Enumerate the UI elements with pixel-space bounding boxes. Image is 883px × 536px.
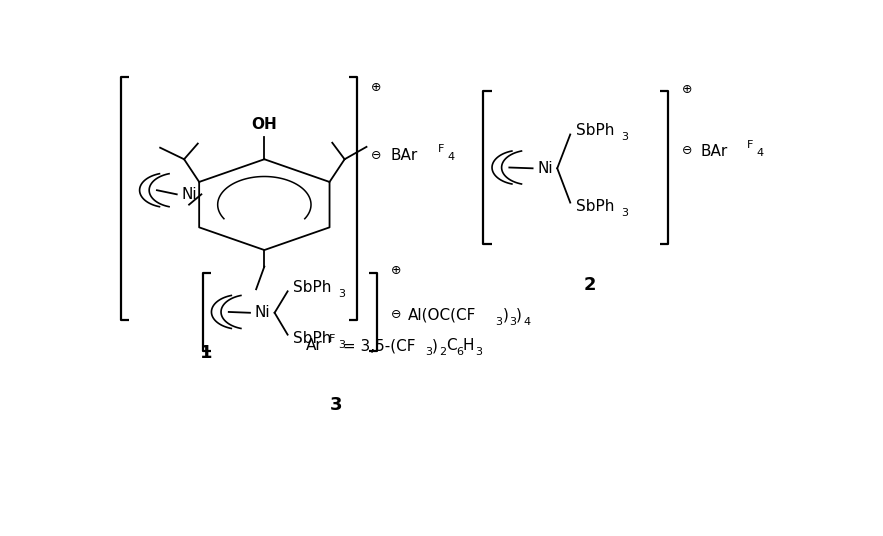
Text: BAr: BAr xyxy=(391,148,419,163)
Text: 3: 3 xyxy=(475,347,482,358)
Text: Ni: Ni xyxy=(537,161,553,176)
Text: 3: 3 xyxy=(509,317,517,327)
Text: 3: 3 xyxy=(338,340,345,351)
Text: 2: 2 xyxy=(583,276,596,294)
Text: 3: 3 xyxy=(621,132,628,142)
Text: 4: 4 xyxy=(523,317,530,327)
Text: ): ) xyxy=(517,308,522,323)
Text: ): ) xyxy=(502,308,509,323)
Text: F: F xyxy=(328,334,335,344)
Text: Ni: Ni xyxy=(181,187,197,202)
Text: Ar: Ar xyxy=(306,338,322,353)
Text: 3: 3 xyxy=(621,209,628,218)
Text: ⊕: ⊕ xyxy=(682,83,692,95)
Text: SbPh: SbPh xyxy=(293,280,331,295)
Text: = 3,5-(CF: = 3,5-(CF xyxy=(338,338,416,353)
Text: ): ) xyxy=(432,338,438,353)
Text: ⊖: ⊖ xyxy=(682,145,692,158)
Text: 3: 3 xyxy=(330,396,343,414)
Text: Ni: Ni xyxy=(254,306,270,321)
Text: 3: 3 xyxy=(338,289,345,299)
Text: ⊖: ⊖ xyxy=(371,148,381,162)
Text: F: F xyxy=(747,140,753,150)
Text: OH: OH xyxy=(252,117,277,132)
Text: H: H xyxy=(463,338,474,353)
Text: 4: 4 xyxy=(757,147,764,158)
Text: SbPh: SbPh xyxy=(576,123,614,138)
Text: SbPh: SbPh xyxy=(576,199,614,214)
Text: 3: 3 xyxy=(495,317,502,327)
Text: ⊕: ⊕ xyxy=(391,264,402,277)
Text: BAr: BAr xyxy=(700,144,728,159)
Text: 1: 1 xyxy=(200,344,213,362)
Text: Al(OC(CF: Al(OC(CF xyxy=(408,308,477,323)
Text: ⊖: ⊖ xyxy=(391,308,402,322)
Text: 3: 3 xyxy=(426,347,432,358)
Text: SbPh: SbPh xyxy=(293,331,331,346)
Text: 6: 6 xyxy=(456,347,463,358)
Text: C: C xyxy=(446,338,457,353)
Text: 2: 2 xyxy=(439,347,446,358)
Text: F: F xyxy=(437,144,444,154)
Text: 4: 4 xyxy=(447,152,454,162)
Text: ⊕: ⊕ xyxy=(371,80,381,93)
